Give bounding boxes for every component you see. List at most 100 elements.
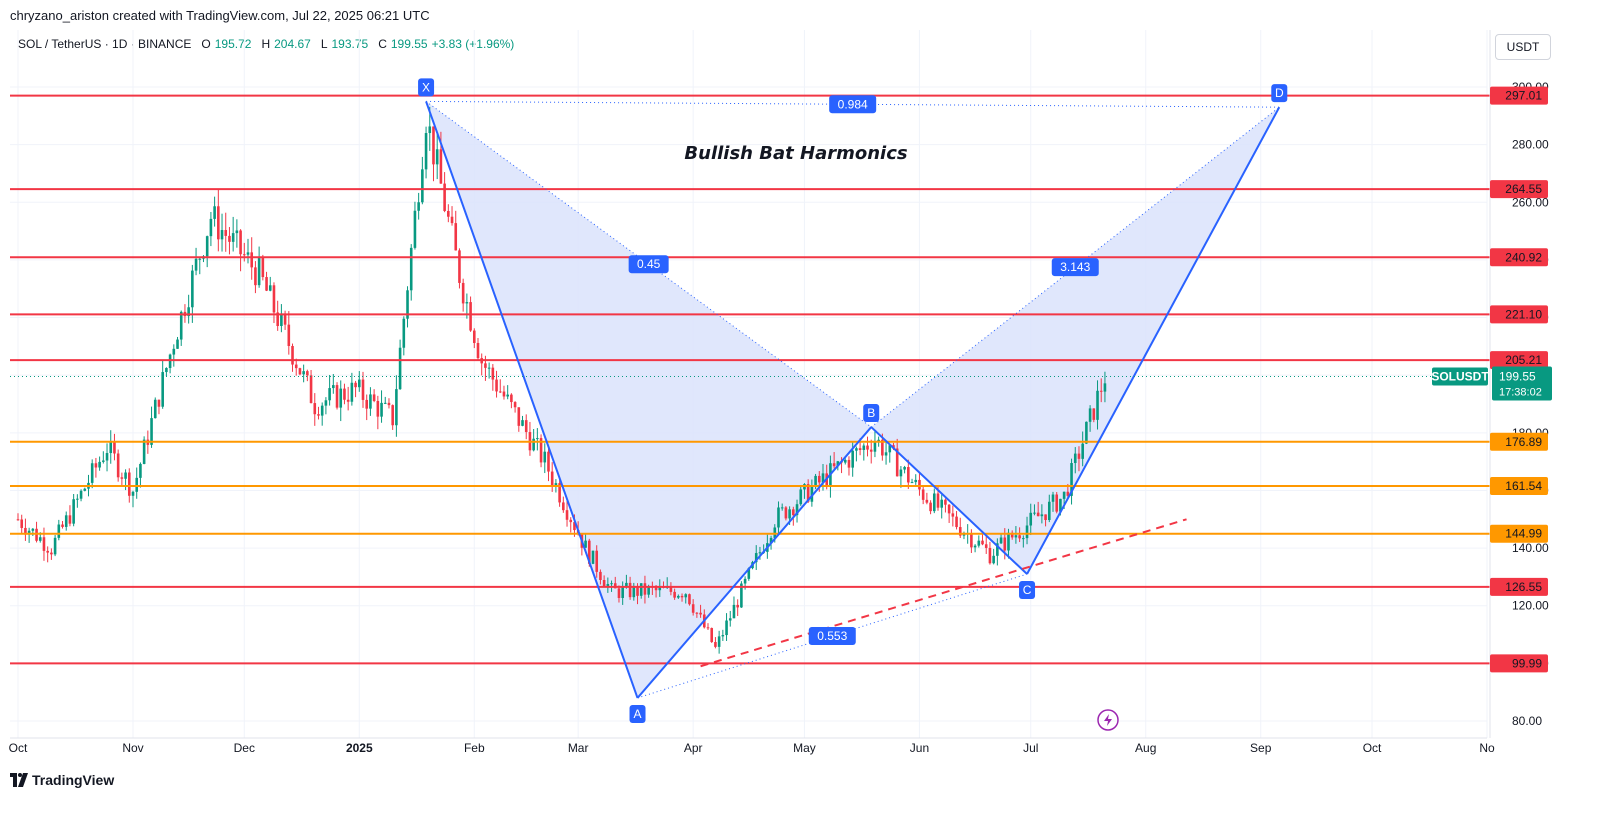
candle-body bbox=[209, 218, 213, 237]
candle-body bbox=[369, 394, 372, 409]
candle-body bbox=[1029, 512, 1033, 526]
open-value: 195.72 bbox=[214, 37, 252, 51]
candle-body bbox=[242, 254, 246, 256]
candle-body bbox=[1092, 408, 1096, 420]
level-tag bbox=[1490, 305, 1548, 324]
candle-body bbox=[383, 402, 387, 404]
candle-body bbox=[510, 394, 513, 403]
candle-body bbox=[817, 475, 821, 483]
candle-body bbox=[610, 583, 613, 585]
last-price-tag bbox=[1492, 366, 1552, 401]
candle-body bbox=[862, 445, 866, 450]
triangle-bcd bbox=[871, 107, 1280, 575]
candle-body bbox=[554, 483, 558, 486]
open-label: O bbox=[201, 37, 211, 51]
candle-body bbox=[639, 583, 643, 596]
candle-body bbox=[31, 528, 35, 531]
level-tag bbox=[1490, 524, 1548, 543]
candle-body bbox=[1014, 535, 1018, 538]
candle-body bbox=[925, 499, 929, 503]
candle-body bbox=[83, 488, 87, 491]
candle-body bbox=[346, 399, 350, 402]
candle-body bbox=[176, 339, 179, 349]
candle-body bbox=[380, 402, 383, 417]
level-tag bbox=[1490, 654, 1548, 673]
candle-body bbox=[16, 519, 20, 521]
leg-xa bbox=[425, 101, 639, 699]
candle-body bbox=[124, 472, 127, 479]
candle-body bbox=[677, 595, 680, 598]
candle-body bbox=[150, 418, 153, 445]
candle-body bbox=[109, 441, 113, 454]
candle-body bbox=[613, 583, 617, 589]
candle-body bbox=[224, 230, 228, 236]
candle-body bbox=[832, 463, 836, 467]
leg-ab bbox=[636, 426, 872, 699]
candle-body bbox=[754, 553, 758, 563]
candle-body bbox=[491, 367, 495, 380]
candle-body bbox=[120, 477, 124, 479]
candle-body bbox=[743, 578, 747, 584]
symbol-name[interactable]: SOL / TetherUS · 1D · BINANCE bbox=[18, 37, 192, 51]
candle-body bbox=[521, 420, 524, 426]
candle-body bbox=[569, 519, 573, 523]
candle-body bbox=[725, 620, 728, 636]
candle-body bbox=[1085, 421, 1088, 444]
candle-body bbox=[432, 126, 435, 165]
candle-body bbox=[910, 482, 914, 484]
candle-body bbox=[973, 545, 977, 548]
candle-body bbox=[98, 461, 101, 468]
candle-body bbox=[714, 642, 717, 647]
point-label: B bbox=[867, 406, 875, 420]
candle-body bbox=[984, 544, 988, 548]
candle-body bbox=[320, 405, 324, 416]
candle-body bbox=[784, 507, 788, 519]
candle-body bbox=[573, 522, 576, 531]
candle-body bbox=[717, 636, 721, 647]
candle-body bbox=[116, 453, 120, 478]
candle-body bbox=[443, 183, 446, 211]
candle-body bbox=[1059, 498, 1062, 512]
candle-body bbox=[921, 489, 925, 500]
low-label: L bbox=[320, 37, 328, 51]
candle-body bbox=[821, 473, 825, 483]
level-tag-label: 221.10 bbox=[1505, 307, 1542, 321]
candle-body bbox=[272, 285, 276, 313]
candle-body bbox=[636, 585, 639, 596]
candle-body bbox=[72, 499, 75, 524]
point-badge bbox=[1019, 581, 1036, 600]
price-tick: 120.00 bbox=[1512, 599, 1549, 613]
candle-body bbox=[795, 504, 799, 516]
candle-body bbox=[198, 258, 202, 260]
symbol-tag bbox=[1432, 367, 1488, 386]
candle-body bbox=[1033, 512, 1036, 514]
candle-body bbox=[777, 507, 780, 528]
candle-body bbox=[313, 403, 317, 415]
ratio-badge bbox=[1051, 258, 1099, 277]
level-tag bbox=[1490, 180, 1548, 199]
tradingview-brand-text: TradingView bbox=[32, 772, 115, 788]
candle-body bbox=[940, 499, 944, 508]
candle-body bbox=[361, 379, 365, 400]
level-tag bbox=[1490, 248, 1548, 267]
currency-button[interactable]: USDT bbox=[1495, 34, 1551, 60]
candle-body bbox=[873, 441, 877, 452]
candle-body bbox=[161, 372, 164, 407]
chart-title: Bullish Bat Harmonics bbox=[684, 143, 907, 164]
candle-body bbox=[691, 604, 695, 613]
candle-body bbox=[628, 582, 632, 598]
candle-body bbox=[187, 307, 190, 317]
candle-body bbox=[780, 507, 784, 509]
candle-body bbox=[684, 594, 688, 598]
candle-body bbox=[658, 586, 662, 591]
price-tick: 80.00 bbox=[1512, 714, 1542, 728]
tradingview-brand[interactable]: TradingView bbox=[10, 772, 114, 788]
candle-body bbox=[895, 448, 899, 477]
lightning-icon[interactable] bbox=[1097, 709, 1119, 731]
candle-body bbox=[417, 202, 420, 211]
price-axis: 300.00280.00260.00240.00220.00200.00180.… bbox=[10, 30, 1552, 738]
candle-body bbox=[562, 502, 565, 511]
candle-body bbox=[992, 555, 995, 564]
